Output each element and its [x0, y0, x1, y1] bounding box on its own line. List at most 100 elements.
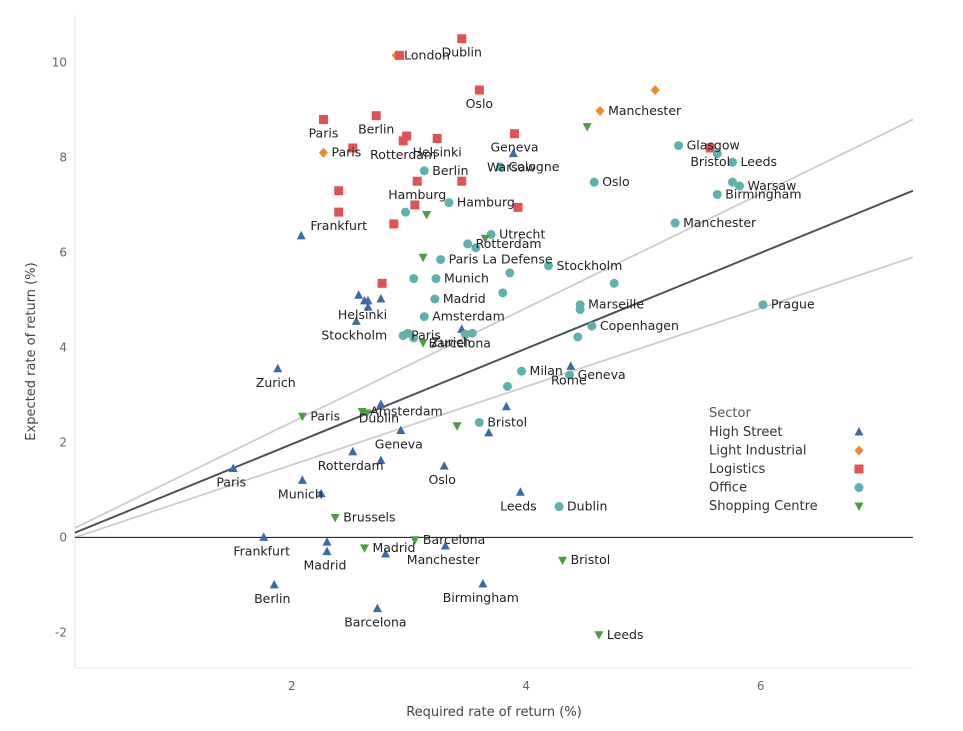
data-point: [362, 409, 372, 418]
data-point: [712, 190, 722, 200]
data-point: [495, 162, 505, 172]
data-point: [440, 540, 450, 550]
legend-entry: Shopping Centre: [709, 499, 818, 514]
axes: 2 4 6 -2 0 2 4 6 8 10: [52, 55, 765, 693]
point-label: Paris: [216, 475, 246, 490]
point-label: Stockholm: [556, 258, 622, 273]
point-label: Bristol: [690, 154, 730, 169]
data-point: [228, 463, 238, 473]
legend: Sector High Street Light Industrial Logisti…: [709, 406, 864, 514]
point-label: Stockholm: [321, 327, 387, 342]
point-label: Rome: [551, 372, 587, 387]
data-point: [297, 475, 307, 484]
data-point: [409, 333, 419, 343]
data-point: [674, 141, 684, 151]
data-point: [354, 290, 364, 299]
data-point: [594, 631, 604, 640]
data-point: [508, 148, 518, 158]
point-label: Madrid: [304, 558, 347, 573]
data-point: [351, 316, 361, 325]
point-label: Oslo: [428, 472, 455, 487]
data-point: [515, 487, 525, 496]
data-point: [376, 293, 386, 303]
data-point: [334, 207, 344, 217]
point-label: Berlin: [432, 163, 468, 178]
point-label: Dublin: [359, 410, 399, 425]
legend-marker: [854, 483, 864, 492]
point-label: Hamburg: [388, 187, 446, 202]
data-point: [296, 230, 306, 240]
x-axis-title: Required rate of return (%): [406, 705, 582, 720]
point-label: Warsaw: [748, 178, 797, 193]
data-point: [498, 288, 508, 298]
point-label: Birmingham: [443, 590, 519, 605]
data-point: [474, 417, 484, 427]
data-point: [558, 556, 568, 566]
data-point: [505, 268, 515, 278]
data-point: [395, 50, 405, 60]
data-point: [259, 532, 269, 541]
legend-entry: Logistics: [709, 462, 765, 477]
data-point: [436, 255, 446, 265]
data-point: [589, 177, 599, 187]
data-point: [705, 143, 715, 153]
data-point: [595, 105, 605, 116]
data-point: [418, 253, 428, 263]
point-label: Geneva: [578, 367, 626, 382]
x-tick-label: 2: [288, 679, 296, 693]
point-label: Zurich: [431, 335, 471, 350]
data-point: [318, 114, 328, 124]
data-point: [444, 198, 454, 208]
data-point: [372, 603, 382, 613]
point-label: Barcelona: [344, 615, 406, 630]
legend-entry: High Street: [709, 425, 783, 440]
point-label: Copenhagen: [600, 318, 679, 333]
data-point: [457, 34, 467, 44]
data-point: [348, 446, 358, 456]
data-point: [419, 166, 429, 176]
data-point: [322, 537, 332, 546]
point-label: Barcelona: [429, 335, 491, 350]
data-point: [389, 219, 399, 229]
data-point: [565, 370, 575, 380]
data-point: [587, 321, 597, 331]
point-label: Manchester: [407, 552, 481, 567]
y-tick-label: 0: [59, 530, 67, 544]
reference-lines: [74, 118, 914, 539]
data-point: [419, 312, 429, 322]
point-label: Dublin: [442, 45, 482, 60]
data-point: [735, 181, 745, 191]
point-label: Oslo: [602, 174, 629, 189]
data-point: [467, 328, 477, 338]
y-tick-label: 2: [59, 435, 67, 449]
data-point: [728, 157, 738, 167]
data-point: [377, 278, 387, 288]
point-label: Berlin: [358, 122, 394, 137]
data-point: [273, 363, 283, 373]
point-label: Paris: [331, 145, 361, 160]
point-label: Barcelona: [423, 532, 485, 547]
data-point: [439, 461, 449, 470]
data-point: [430, 294, 440, 304]
point-label: Dublin: [567, 499, 607, 514]
data-point: [316, 488, 326, 498]
point-label: Paris: [310, 408, 340, 423]
point-label: Manchester: [683, 215, 757, 230]
point-label: Frankfurt: [233, 543, 290, 558]
point-label: Utrecht: [499, 226, 545, 241]
data-point: [418, 339, 428, 348]
data-point: [728, 177, 738, 187]
data-point: [410, 200, 420, 210]
point-label: Helsinki: [338, 307, 387, 322]
data-point: [371, 111, 381, 121]
point-label: Leeds: [741, 154, 778, 169]
data-point: [582, 123, 592, 132]
data-point: [712, 149, 722, 159]
data-point: [609, 278, 619, 288]
data-point: [412, 176, 422, 186]
point-label: Milan: [530, 363, 563, 378]
point-label: Leeds: [500, 498, 537, 513]
data-point: [484, 427, 494, 437]
point-labels: Stockholm Helsinki Zurich Dublin Geneva Rotte…: [216, 45, 815, 642]
